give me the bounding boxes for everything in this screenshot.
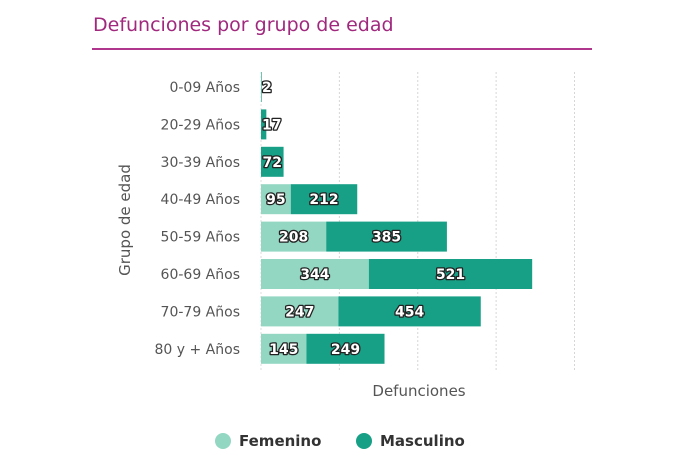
y-tick-label-0-09-a-os: 0-09 Años: [169, 80, 240, 96]
data-label-masculino-30-39-a-os: 72: [263, 155, 282, 171]
chart-title: Defunciones por grupo de edad: [93, 14, 394, 36]
bar-femenino-60-69-a-os: [261, 259, 369, 289]
data-label-femenino-80-y-a-os: 145: [269, 342, 298, 358]
bar-masculino-20-29-a-os: [261, 109, 267, 140]
legend-swatch-masculino: [356, 433, 372, 449]
stacked-bar-chart: 0-09 Años 20-29 Años 30-39 Años 40-49 Años 5…: [116, 72, 575, 400]
y-tick-label-20-29-a-os: 20-29 Años: [161, 117, 240, 133]
bar-masculino-40-49-a-os: [290, 184, 358, 215]
data-label-femenino-60-69-a-os: 344: [300, 267, 329, 283]
legend-label-femenino: Femenino: [239, 432, 322, 450]
legend-item-femenino[interactable]: Femenino: [215, 430, 321, 452]
bar-femenino-50-59-a-os: [261, 221, 327, 252]
bar-masculino-30-39-a-os: [261, 146, 284, 177]
bar-masculino-70-79-a-os: [338, 296, 481, 327]
bar-femenino-70-79-a-os: [261, 296, 339, 327]
y-tick-label-80-y-a-os: 80 y + Años: [155, 342, 241, 358]
title-divider: [92, 48, 592, 50]
data-label-masculino-0-09-a-os: 2: [262, 80, 272, 96]
data-label-masculino-60-69-a-os: 521: [436, 267, 465, 283]
y-tick-label-60-69-a-os: 60-69 Años: [161, 267, 240, 283]
bar-masculino-80-y-a-os: [306, 333, 385, 364]
y-axis-title: Grupo de edad: [116, 164, 134, 276]
bar-masculino-50-59-a-os: [326, 221, 447, 252]
bar-femenino-40-49-a-os: [261, 184, 291, 215]
bar-femenino-80-y-a-os: [261, 333, 307, 364]
data-label-femenino-70-79-a-os: 247: [285, 304, 314, 320]
data-label-masculino-80-y-a-os: 249: [331, 342, 360, 358]
data-label-masculino-50-59-a-os: 385: [372, 230, 401, 246]
legend-item-masculino[interactable]: Masculino: [356, 430, 465, 452]
data-label-femenino-50-59-a-os: 208: [279, 230, 308, 246]
bar-masculino-0-09-a-os: [261, 72, 262, 102]
y-tick-label-30-39-a-os: 30-39 Años: [161, 155, 240, 171]
y-tick-label-40-49-a-os: 40-49 Años: [161, 192, 240, 208]
legend-swatch-femenino: [215, 433, 231, 449]
data-label-masculino-70-79-a-os: 454: [395, 304, 424, 320]
data-label-femenino-40-49-a-os: 95: [266, 192, 285, 208]
y-tick-label-70-79-a-os: 70-79 Años: [161, 304, 240, 320]
bar-masculino-60-69-a-os: [368, 259, 533, 289]
x-axis-title: Defunciones: [372, 382, 465, 400]
data-label-masculino-20-29-a-os: 17: [262, 117, 281, 133]
y-tick-label-50-59-a-os: 50-59 Años: [161, 230, 240, 246]
legend-label-masculino: Masculino: [380, 432, 465, 450]
data-label-masculino-40-49-a-os: 212: [309, 192, 338, 208]
